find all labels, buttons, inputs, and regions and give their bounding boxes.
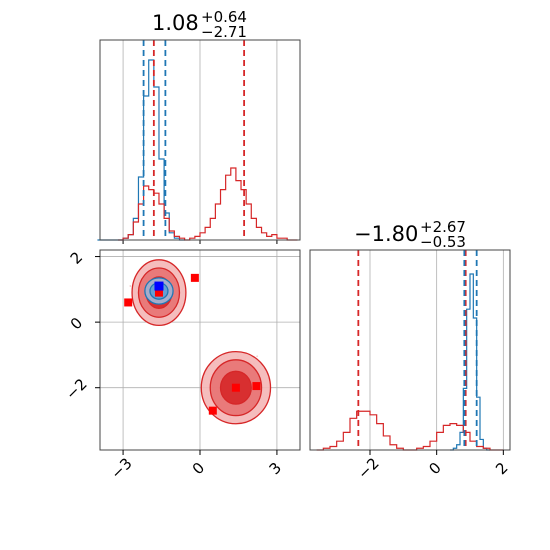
sample-point xyxy=(256,355,259,358)
true-value-marker xyxy=(252,382,261,391)
bottom-left-ytick-label: −2 xyxy=(62,375,90,403)
true-value-marker xyxy=(124,298,133,307)
bottom-left-xtick-label: 0 xyxy=(189,459,208,478)
top-left-series-0 xyxy=(97,59,185,241)
bottom-left-ytick-label: 0 xyxy=(67,314,86,333)
bottom-right-xtick-label: 2 xyxy=(492,459,511,478)
true-value-marker xyxy=(190,273,199,282)
panel-top-left: 1.08 +0.64 −2.71 xyxy=(97,8,301,244)
sample-point xyxy=(129,285,132,287)
panel-top-left-frame xyxy=(99,39,301,241)
title-bottom-right-lower: −0.53 xyxy=(420,233,466,251)
bottom-left-xtick-label: 3 xyxy=(266,459,285,478)
title-top-left-value: 1.08 xyxy=(152,11,199,35)
bottom-right-xtick-label: −2 xyxy=(354,454,382,482)
true-value-marker xyxy=(154,288,163,297)
title-bottom-right-upper: +2.67 xyxy=(420,218,466,236)
panel-bottom-right: −1.80 +2.67 −0.53 −2 0 2 xyxy=(309,218,512,483)
bottom-right-series-1 xyxy=(316,410,504,451)
true-value-marker xyxy=(231,383,240,392)
bottom-right-series-0 xyxy=(450,273,490,451)
title-top-left-lower: −2.71 xyxy=(201,23,247,41)
panel-bottom-right-frame xyxy=(309,249,511,451)
true-value-marker xyxy=(208,406,217,415)
bottom-right-xtick-label: 0 xyxy=(425,459,444,478)
top-left-series-1 xyxy=(117,167,298,241)
bottom-left-ytick-label: 2 xyxy=(67,248,86,267)
title-top-left-upper: +0.64 xyxy=(201,8,247,26)
bottom-left-xtick-label: −3 xyxy=(107,454,135,482)
title-bottom-right-value: −1.80 xyxy=(354,222,418,246)
estimate-marker xyxy=(154,281,164,291)
panel-bottom-left: −3 0 3 −2 0 2 xyxy=(62,248,301,483)
